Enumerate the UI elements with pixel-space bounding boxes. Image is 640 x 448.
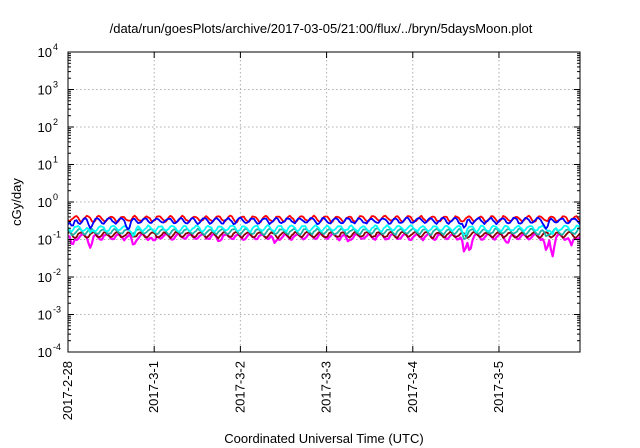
y-tick-exponent: -4 [53, 342, 61, 352]
x-tick-label: 2017-3-4 [405, 361, 420, 413]
x-tick-label: 2017-3-5 [491, 361, 506, 413]
y-tick-exponent: 3 [53, 80, 58, 90]
series-layer [67, 214, 581, 258]
y-tick-exponent: -3 [53, 305, 61, 315]
x-tick-label: 2017-2-28 [60, 361, 75, 420]
y-tick-exponent: 0 [53, 192, 58, 202]
y-tick-exponent: -1 [53, 230, 61, 240]
y-tick-label: 10 [38, 345, 52, 360]
y-tick-label: 10 [38, 45, 52, 60]
grid [68, 52, 580, 352]
y-tick-label: 10 [38, 233, 52, 248]
y-tick-label: 10 [38, 158, 52, 173]
y-tick-exponent: -2 [53, 267, 61, 277]
y-tick-exponent: 1 [53, 155, 58, 165]
y-tick-exponent: 4 [53, 42, 58, 52]
chart-title: /data/run/goesPlots/archive/2017-03-05/2… [110, 21, 533, 36]
x-axis: 2017-2-28 2017-3-1 2017-3-2 2017-3-3 2017-3-… [60, 52, 506, 420]
y-tick-exponent: 2 [53, 117, 58, 127]
x-tick-label: 2017-3-1 [146, 361, 161, 413]
y-tick-label: 10 [38, 308, 52, 323]
y-tick-label: 10 [38, 195, 52, 210]
y-tick-label: 10 [38, 270, 52, 285]
x-tick-label: 2017-3-3 [319, 361, 334, 413]
series-line [67, 216, 581, 231]
y-tick-label: 10 [38, 83, 52, 98]
x-axis-label: Coordinated Universal Time (UTC) [224, 431, 423, 446]
y-axis-label: cGy/day [9, 178, 24, 226]
series-line [67, 230, 581, 240]
y-tick-label: 10 [38, 120, 52, 135]
series-line [67, 224, 581, 237]
x-tick-label: 2017-3-2 [232, 361, 247, 413]
